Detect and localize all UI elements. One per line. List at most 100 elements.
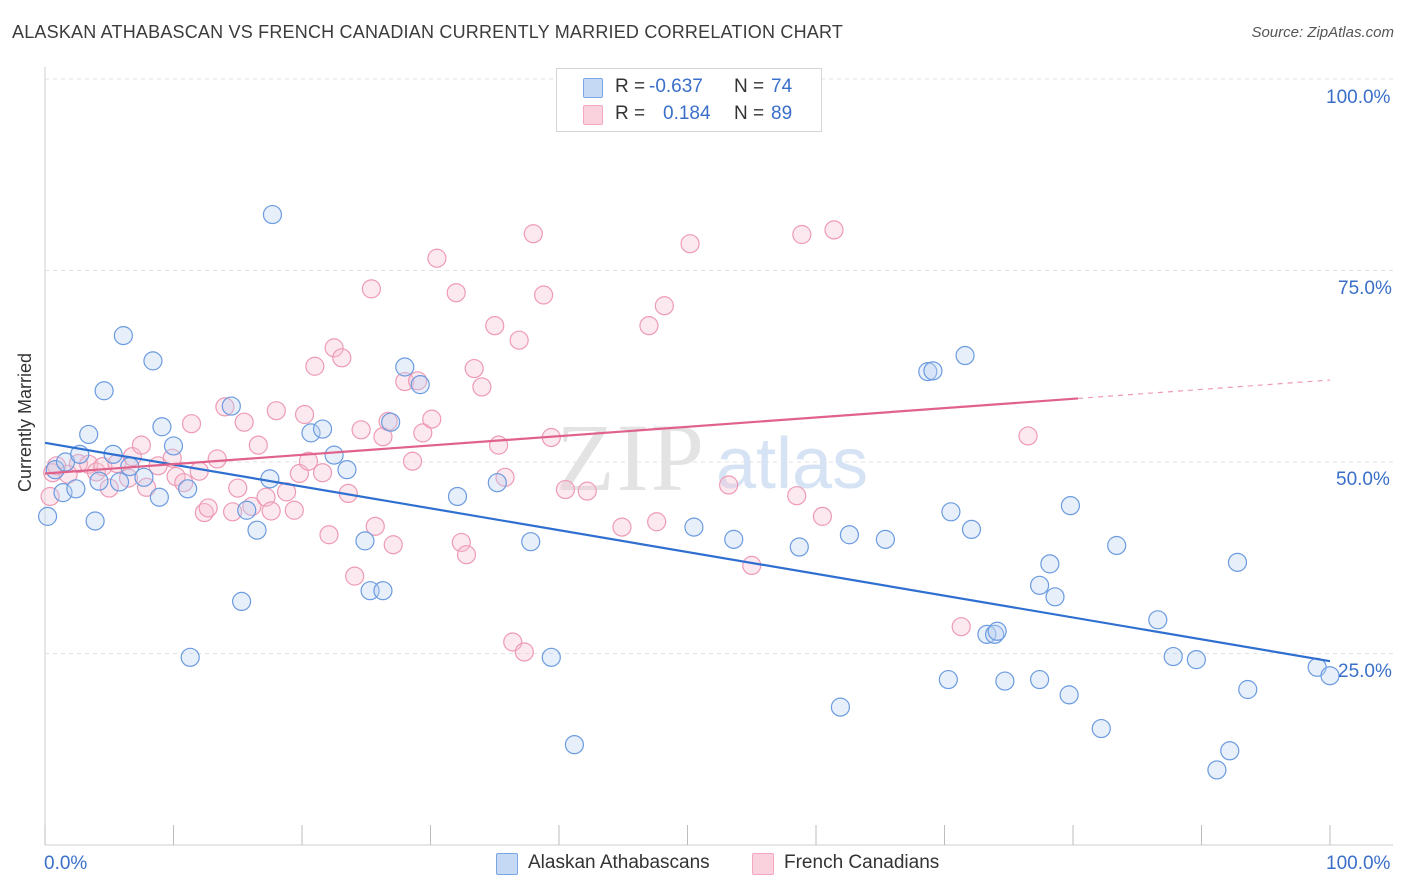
french-canadians-point xyxy=(485,316,505,336)
alaskan-athabascans-point xyxy=(337,460,357,480)
alaskan-athabascans-point xyxy=(113,326,133,346)
alaskan-athabascans-point xyxy=(395,357,415,377)
french-canadians-point xyxy=(555,479,576,500)
alaskan-athabascans-point xyxy=(232,591,252,612)
alaskan-athabascans-point xyxy=(109,472,130,492)
alaskan-athabascans-point xyxy=(1207,760,1227,780)
alaskan-athabascans-point xyxy=(1107,535,1127,556)
french-canadians-point xyxy=(198,498,218,518)
french-canadians-point xyxy=(40,486,60,507)
alaskan-athabascans-point xyxy=(918,362,938,382)
alaskan-athabascans-point xyxy=(1148,610,1168,630)
french-canadians-point xyxy=(351,420,371,440)
alaskan-athabascans-point xyxy=(995,671,1015,691)
french-canadians-point xyxy=(166,466,186,487)
trend-line-french-canadians-extension xyxy=(1078,379,1331,400)
trend-line-alaskan-athabascans xyxy=(44,441,1331,663)
alaskan-athabascans-point xyxy=(410,375,430,395)
french-canadians-point xyxy=(324,338,344,358)
legend-r-value: 0.184 xyxy=(663,103,711,124)
y-tick-50: 50.0% xyxy=(1336,469,1390,490)
alaskan-athabascans-point xyxy=(381,412,401,432)
french-canadians-point xyxy=(99,478,119,498)
french-canadians-point xyxy=(533,285,554,305)
watermark: ZIP atlas xyxy=(556,404,868,511)
alaskan-athabascans-point xyxy=(1227,552,1248,572)
alaskan-athabascans-point xyxy=(839,525,860,545)
alaskan-athabascans-point xyxy=(301,423,321,443)
alaskan-athabascans-point xyxy=(1029,669,1050,690)
legend-n-label: N = xyxy=(734,76,765,97)
trend-line-french-canadians xyxy=(44,397,1079,475)
alaskan-athabascans-point xyxy=(985,624,1005,644)
french-canadians-point xyxy=(261,501,281,521)
alaskan-athabascans-point xyxy=(247,520,267,540)
french-canadians-point xyxy=(792,224,812,245)
alaskan-athabascans-point xyxy=(149,487,169,507)
alaskan-athabascans-point xyxy=(163,436,184,456)
french-canadians-point xyxy=(514,642,534,662)
x-tick-100: 100.0% xyxy=(1326,853,1391,874)
axes xyxy=(44,67,1393,846)
french-canadians-point xyxy=(228,478,248,498)
french-canadians-point xyxy=(647,512,667,532)
series-french-canadians xyxy=(40,220,1038,662)
french-canadians-point xyxy=(787,486,807,506)
alaskan-athabascans-point xyxy=(143,351,163,371)
french-canadians-point xyxy=(719,475,739,495)
alaskan-athabascans-point xyxy=(89,471,109,491)
alaskan-athabascans-point xyxy=(79,424,99,445)
alaskan-athabascans-point xyxy=(312,419,333,439)
french-canadians-point xyxy=(742,555,762,576)
y-tick-100: 100.0% xyxy=(1326,87,1391,108)
french-canadians-point xyxy=(489,435,509,455)
alaskan-athabascans-point xyxy=(941,502,961,522)
alaskan-athabascans-point xyxy=(262,204,283,225)
alaskan-athabascans-point xyxy=(724,529,744,549)
y-tick-25: 25.0% xyxy=(1338,661,1392,682)
french-canadians-point xyxy=(223,502,243,522)
legend-swatch-pink xyxy=(583,105,603,125)
legend-n-label: N = xyxy=(734,103,765,124)
x-tick-0: 0.0% xyxy=(44,853,88,874)
legend-swatch-blue xyxy=(496,853,518,875)
french-canadians-point xyxy=(361,279,381,299)
alaskan-athabascans-point xyxy=(85,511,105,531)
alaskan-athabascans-point xyxy=(684,517,704,537)
legend-swatch-pink xyxy=(752,853,774,875)
legend-swatch-blue xyxy=(583,78,603,98)
alaskan-athabascans-point xyxy=(1059,685,1079,705)
french-canadians-point xyxy=(312,463,333,483)
alaskan-athabascans-point xyxy=(1029,575,1050,595)
series-alaskan-athabascans xyxy=(37,204,1340,780)
alaskan-athabascans-point xyxy=(1220,741,1240,761)
french-canadians-point xyxy=(345,566,365,586)
legend-r-label: R = xyxy=(615,103,646,124)
y-axis-label: Currently Married xyxy=(15,352,35,492)
alaskan-athabascans-point xyxy=(923,361,943,381)
alaskan-athabascans-point xyxy=(1163,646,1183,667)
alaskan-athabascans-point xyxy=(1238,679,1258,700)
gridlines xyxy=(45,78,1393,654)
alaskan-athabascans-point xyxy=(94,381,114,401)
french-canadians-point xyxy=(812,506,833,526)
alaskan-athabascans-point xyxy=(961,519,982,540)
french-canadians-point xyxy=(284,500,304,520)
alaskan-athabascans-point xyxy=(237,500,257,520)
alaskan-athabascans-point xyxy=(37,506,58,526)
alaskan-athabascans-point xyxy=(541,647,561,667)
alaskan-athabascans-point xyxy=(938,669,958,690)
y-tick-75: 75.0% xyxy=(1338,278,1392,299)
french-canadians-point xyxy=(319,525,339,545)
french-canadians-point xyxy=(577,481,597,501)
alaskan-athabascans-point xyxy=(355,531,375,551)
watermark-zip: ZIP xyxy=(556,404,706,511)
french-canadians-point xyxy=(365,516,385,536)
alaskan-athabascans-point xyxy=(260,469,280,489)
french-canadians-point xyxy=(456,545,477,565)
alaskan-athabascans-point xyxy=(447,486,468,507)
french-canadians-point xyxy=(824,220,844,240)
legend-label: Alaskan Athabascans xyxy=(528,852,710,873)
french-canadians-point xyxy=(266,401,286,421)
